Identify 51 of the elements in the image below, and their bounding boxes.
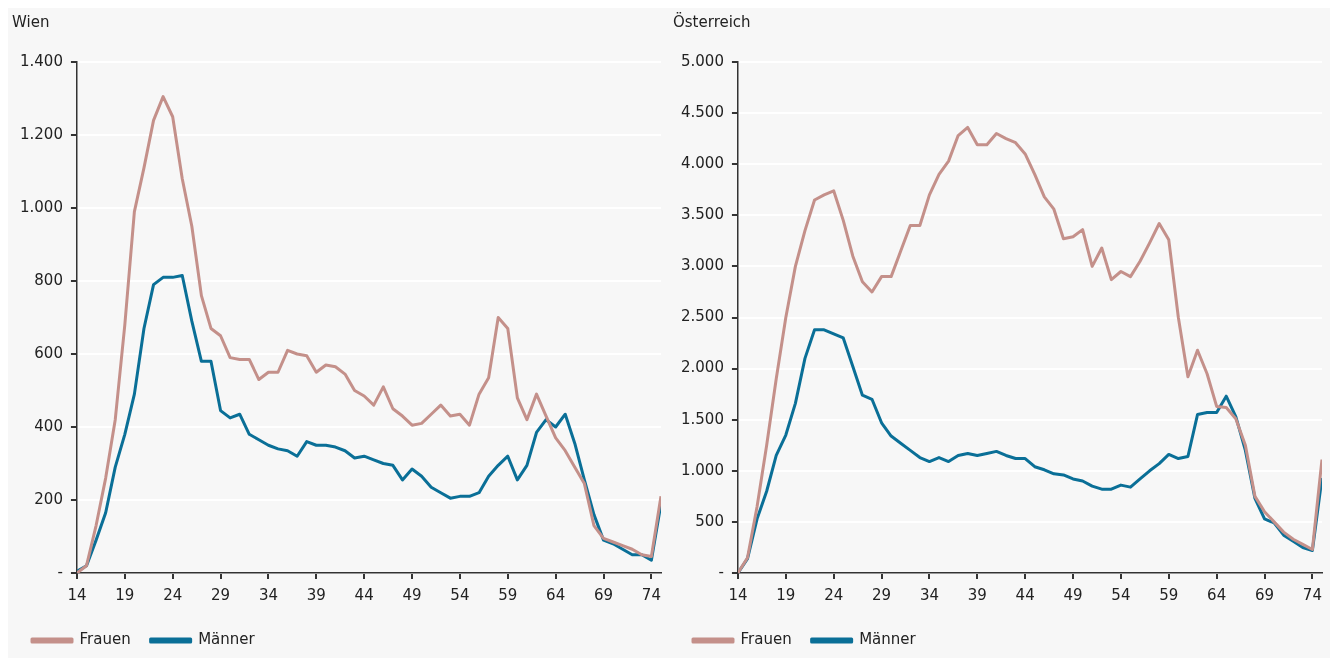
x-tick-label: 44 — [354, 585, 374, 604]
chart-title: Wien — [12, 12, 50, 31]
x-tick-label: 64 — [1207, 585, 1227, 604]
x-tick-label: 29 — [872, 585, 892, 604]
y-tick-label: 800 — [34, 270, 63, 289]
x-tick-label: 29 — [211, 585, 231, 604]
legend-label: Männer — [859, 630, 917, 649]
y-tick-label: 4.500 — [680, 102, 724, 121]
legend-label: Männer — [198, 630, 256, 649]
y-tick-label: 600 — [34, 343, 63, 362]
y-tick-label: 1.500 — [680, 409, 724, 428]
x-tick-label: 59 — [498, 585, 518, 604]
chart-title: Österreich — [673, 11, 751, 31]
legend-label: Frauen — [740, 630, 792, 649]
x-tick-label: 49 — [1063, 585, 1083, 604]
x-tick-label: 49 — [402, 585, 422, 604]
x-tick-label: 44 — [1015, 585, 1035, 604]
y-tick-label: 200 — [34, 489, 63, 508]
y-tick-label: 1.200 — [19, 124, 63, 143]
x-tick-label: 54 — [450, 585, 470, 604]
y-tick-label: 4.000 — [680, 154, 724, 173]
x-tick-label: 34 — [258, 585, 278, 604]
y-tick-label: 5.000 — [680, 51, 724, 70]
x-tick-label: 39 — [967, 585, 987, 604]
y-tick-label: 3.500 — [680, 205, 724, 224]
x-tick-label: 64 — [546, 585, 566, 604]
x-tick-label: 14 — [728, 585, 748, 604]
x-tick-label: 74 — [641, 585, 661, 604]
y-tick-label: 2.000 — [680, 358, 724, 377]
x-tick-label: 39 — [306, 585, 326, 604]
x-tick-label: 19 — [115, 585, 135, 604]
y-tick-label: 400 — [34, 416, 63, 435]
x-tick-label: 14 — [67, 585, 87, 604]
y-tick-label: 500 — [695, 511, 724, 530]
y-tick-label: - — [718, 562, 724, 581]
x-tick-label: 24 — [824, 585, 844, 604]
x-tick-label: 74 — [1302, 585, 1322, 604]
x-tick-label: 59 — [1159, 585, 1179, 604]
legend-label: Frauen — [79, 630, 131, 649]
y-tick-label: 1.000 — [19, 197, 63, 216]
y-tick-label: 2.500 — [680, 307, 724, 326]
x-tick-label: 24 — [163, 585, 183, 604]
x-tick-label: 54 — [1111, 585, 1131, 604]
y-tick-label: 3.000 — [680, 256, 724, 275]
y-tick-label: 1.400 — [19, 51, 63, 70]
y-tick-label: 1.000 — [680, 460, 724, 479]
y-tick-label: - — [57, 562, 63, 581]
x-tick-label: 34 — [919, 585, 939, 604]
x-tick-label: 69 — [1254, 585, 1275, 604]
x-tick-label: 19 — [776, 585, 796, 604]
x-tick-label: 69 — [593, 585, 614, 604]
